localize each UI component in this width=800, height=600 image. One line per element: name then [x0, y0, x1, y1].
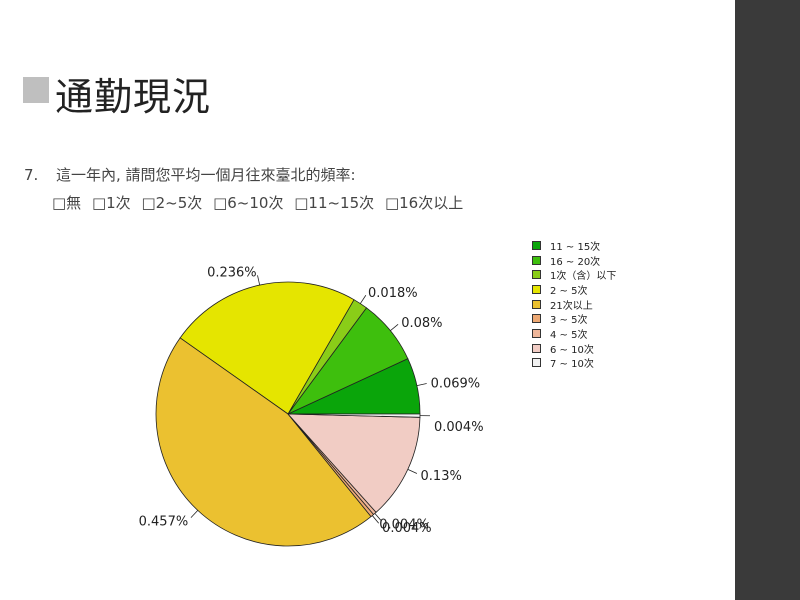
pie-leader-line-6: [374, 513, 382, 522]
pie-leader-line-2: [360, 295, 367, 304]
legend-item-4: 21次以上: [532, 297, 616, 312]
pie-data-label-5: 0.004%: [379, 517, 429, 532]
pie-data-label-8: 0.004%: [434, 420, 484, 435]
legend-label-4: 21次以上: [550, 300, 593, 312]
slide-title: 通勤現況: [55, 75, 212, 119]
legend-label-0: 11 ~ 15次: [550, 241, 601, 253]
question-line: 7. 這一年內, 請問您平均一個月往來臺北的頻率:: [24, 164, 356, 185]
pie-leader-line-7: [407, 468, 418, 474]
pie-data-label-7: 0.13%: [421, 469, 462, 484]
legend-label-3: 2 ~ 5次: [550, 285, 588, 297]
legend-swatch-7: [532, 343, 541, 353]
pie-data-label-0: 0.069%: [431, 377, 481, 392]
legend-item-6: 4 ~ 5次: [532, 326, 616, 341]
pie-leader-line-0: [416, 383, 427, 387]
legend-swatch-2: [532, 270, 541, 280]
option-11-15: □11~15次: [294, 194, 375, 212]
pie-slice-3: [179, 281, 355, 415]
option-6-10: □6~10次: [213, 194, 284, 212]
pie-leader-line-5: [372, 515, 380, 524]
legend-swatch-5: [532, 314, 541, 324]
answer-options: □無 □1次 □2~5次 □6~10次 □11~15次 □16次以上: [52, 192, 469, 213]
right-sidebar-bar: [735, 0, 800, 600]
pie-data-label-3: 0.236%: [207, 265, 257, 280]
legend-label-5: 3 ~ 5次: [550, 315, 588, 327]
legend-label-8: 7 ~ 10次: [550, 359, 594, 371]
legend-label-7: 6 ~ 10次: [550, 344, 594, 356]
question-text: 這一年內, 請問您平均一個月往來臺北的頻率:: [56, 166, 356, 184]
legend-swatch-4: [532, 299, 541, 309]
title-bullet-icon: [23, 77, 49, 103]
pie-slice-4: [155, 337, 372, 547]
chart-legend: 11 ~ 15次 16 ~ 20次 1次（含）以下 2 ~ 5次 21次以上 3 ~ 5次…: [532, 238, 616, 370]
pie-leader-line-4: [190, 510, 199, 518]
legend-item-5: 3 ~ 5次: [532, 311, 616, 326]
legend-label-6: 4 ~ 5次: [550, 329, 588, 341]
option-none: □無: [52, 194, 82, 212]
legend-item-2: 1次（含）以下: [532, 267, 616, 282]
legend-item-1: 16 ~ 20次: [532, 253, 616, 268]
legend-swatch-3: [532, 284, 541, 294]
pie-slice-7: [287, 413, 421, 513]
option-1: □1次: [91, 194, 131, 212]
legend-swatch-6: [532, 328, 541, 338]
legend-item-7: 6 ~ 10次: [532, 341, 616, 356]
pie-leader-line-1: [390, 324, 399, 331]
legend-swatch-1: [532, 255, 541, 265]
pie-data-label-6: 0.004%: [382, 521, 432, 536]
legend-label-2: 1次（含）以下: [550, 271, 617, 283]
option-2-5: □2~5次: [141, 194, 203, 212]
legend-swatch-8: [532, 358, 541, 368]
pie-data-label-1: 0.08%: [401, 316, 442, 331]
legend-label-1: 16 ~ 20次: [550, 256, 601, 268]
pie-data-label-2: 0.018%: [368, 286, 418, 301]
option-16-plus: □16次以上: [384, 194, 464, 212]
legend-item-0: 11 ~ 15次: [532, 238, 616, 253]
pie-data-label-4: 0.457%: [139, 515, 189, 530]
pie-slice-8: [287, 413, 421, 418]
legend-swatch-0: [532, 240, 541, 250]
question-number: 7.: [24, 166, 39, 184]
pie-leader-line-3: [257, 275, 261, 286]
legend-item-3: 2 ~ 5次: [532, 282, 616, 297]
legend-item-8: 7 ~ 10次: [532, 356, 616, 371]
